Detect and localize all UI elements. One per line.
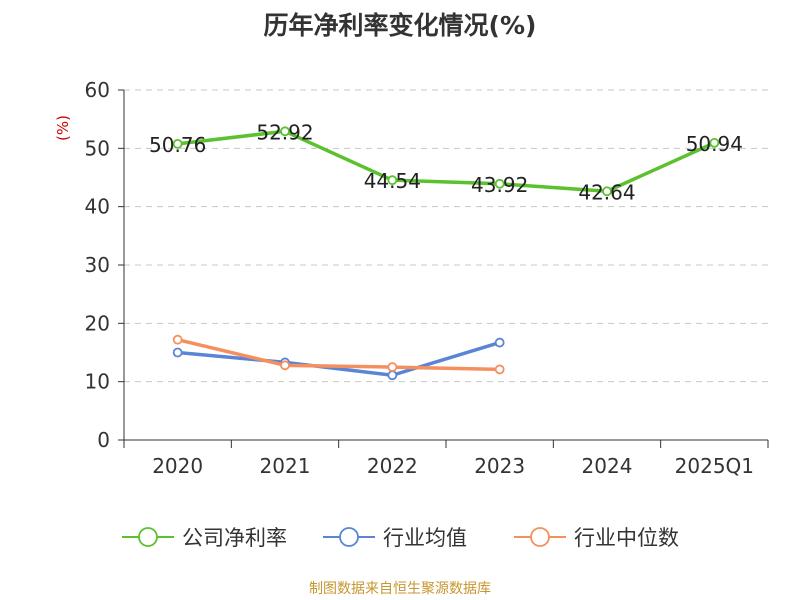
- data-point-1: [709, 137, 720, 148]
- y-tick-label: 10: [85, 370, 110, 394]
- x-tick-label: 2025Q1: [675, 454, 754, 478]
- data-point-3: [494, 364, 505, 375]
- series-line-3: [177, 337, 500, 372]
- chart-title: 历年净利率变化情况(%): [263, 11, 537, 40]
- y-tick-label: 60: [85, 78, 110, 102]
- legend-marker: [138, 527, 158, 547]
- data-label: 43.92: [471, 173, 528, 197]
- y-tick-label: 50: [85, 136, 110, 160]
- data-point-1: [494, 178, 505, 189]
- data-point-1: [280, 126, 290, 137]
- data-label: 52.92: [256, 120, 313, 144]
- y-tick-label: 20: [85, 311, 110, 335]
- series-line-2: [177, 340, 501, 377]
- data-point-3: [280, 360, 290, 371]
- y-tick-label: 30: [85, 253, 110, 277]
- legend-label: 公司净利率: [182, 526, 287, 550]
- data-point-2: [494, 337, 505, 348]
- data-point-3: [387, 362, 398, 372]
- data-point-1: [602, 186, 612, 197]
- data-label: 44.54: [364, 169, 421, 193]
- x-tick-label: 2020: [152, 454, 203, 478]
- series-line-1: [177, 129, 716, 194]
- x-tick-label: 2022: [367, 454, 418, 478]
- y-tick-label: 40: [85, 195, 110, 219]
- legend-label: 行业均值: [383, 526, 467, 550]
- data-point-1: [172, 138, 183, 149]
- data-label: 42.64: [578, 180, 635, 204]
- data-label: 50.94: [686, 132, 743, 156]
- legend-marker: [530, 527, 550, 547]
- y-tick-label: 0: [97, 428, 110, 452]
- data-point-2: [172, 347, 183, 358]
- data-point-3: [172, 334, 183, 345]
- source-note: 制图数据来自恒生聚源数据库: [309, 581, 491, 597]
- x-tick-label: 2021: [260, 454, 311, 478]
- data-label: 50.76: [149, 133, 206, 157]
- data-point-1: [387, 175, 398, 186]
- data-point-2: [387, 370, 398, 381]
- x-tick-label: 2024: [582, 454, 633, 478]
- legend-marker: [339, 527, 359, 547]
- legend-label: 行业中位数: [574, 526, 679, 550]
- x-tick-label: 2023: [474, 454, 525, 478]
- y-axis-label: (%): [54, 115, 72, 141]
